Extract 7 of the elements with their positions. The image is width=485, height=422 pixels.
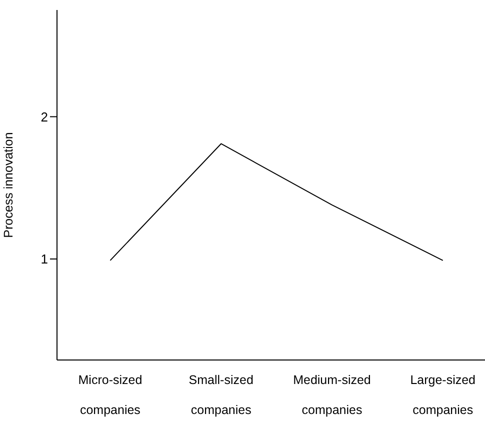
- y-tick-label: 2: [40, 109, 48, 124]
- category-label: Medium-sized companies: [293, 373, 371, 417]
- y-axis-title: Process innovation: [1, 132, 16, 238]
- category-label: Small-sized companies: [188, 373, 254, 417]
- category-label: Large-sized companies: [410, 373, 476, 417]
- category-label: Micro-sized companies: [78, 373, 142, 417]
- y-tick-label: 1: [40, 252, 48, 267]
